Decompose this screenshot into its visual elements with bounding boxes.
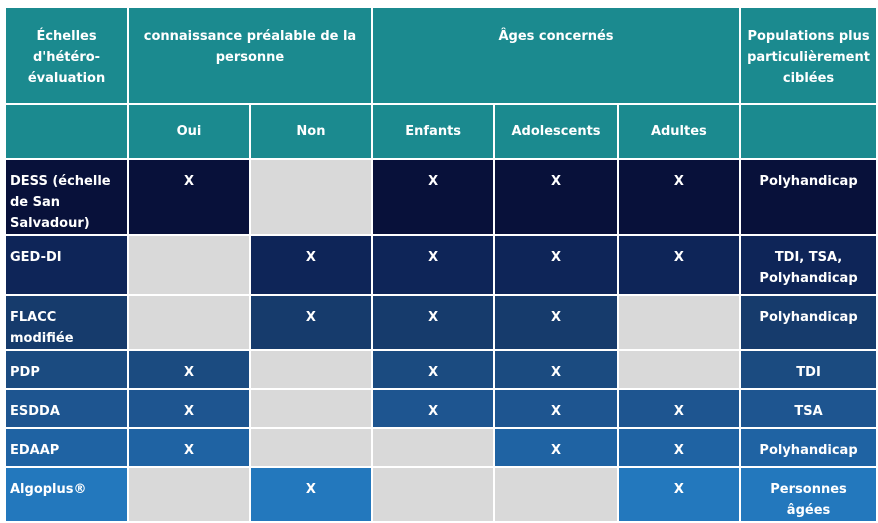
population-cell: TSA bbox=[739, 388, 878, 429]
header-empty-pop bbox=[739, 103, 878, 160]
scale-name-cell: DESS (échelle de San Salvadour) bbox=[3, 158, 130, 236]
cell-enfants: X bbox=[370, 294, 496, 351]
header-adolescents: Adolescents bbox=[493, 103, 619, 160]
table-row: FLACC modifiée X X X Polyhandicap bbox=[3, 294, 878, 351]
scale-name-cell: PDP bbox=[3, 349, 130, 390]
cell-oui: X bbox=[127, 388, 251, 429]
cell-adolescents: X bbox=[493, 158, 619, 236]
header-row-1: Échelles d'hétéro-évaluation connaissanc… bbox=[3, 6, 878, 105]
cell-enfants bbox=[370, 466, 496, 523]
header-adultes: Adultes bbox=[616, 103, 742, 160]
cell-adultes: X bbox=[616, 158, 742, 236]
cell-non bbox=[248, 388, 373, 429]
cell-oui: X bbox=[127, 427, 251, 468]
header-row-2: Oui Non Enfants Adolescents Adultes bbox=[3, 103, 878, 160]
cell-adultes: X bbox=[616, 427, 742, 468]
cell-adolescents bbox=[493, 466, 619, 523]
population-cell: Polyhandicap bbox=[739, 427, 878, 468]
population-cell: Personnes âgées bbox=[739, 466, 878, 523]
table-body: DESS (échelle de San Salvadour) X X X X Polyh… bbox=[3, 158, 878, 523]
cell-non bbox=[248, 427, 373, 468]
header-ages: Âges concernés bbox=[370, 6, 742, 105]
population-cell: TDI, TSA, Polyhandicap bbox=[739, 234, 878, 296]
cell-oui bbox=[127, 234, 251, 296]
cell-enfants: X bbox=[370, 158, 496, 236]
evaluation-scales-table-container: Échelles d'hétéro-évaluation connaissanc… bbox=[3, 6, 878, 523]
cell-enfants: X bbox=[370, 388, 496, 429]
cell-adolescents: X bbox=[493, 388, 619, 429]
cell-adultes bbox=[616, 294, 742, 351]
cell-adultes: X bbox=[616, 234, 742, 296]
cell-adolescents: X bbox=[493, 294, 619, 351]
table-row: ESDDA X X X X TSA bbox=[3, 388, 878, 429]
cell-enfants bbox=[370, 427, 496, 468]
population-cell: Polyhandicap bbox=[739, 158, 878, 236]
header-scale: Échelles d'hétéro-évaluation bbox=[3, 6, 130, 105]
header-populations: Populations plus particulièrement ciblée… bbox=[739, 6, 878, 105]
cell-non: X bbox=[248, 294, 373, 351]
cell-enfants: X bbox=[370, 349, 496, 390]
table-row: EDAAP X X X Polyhandicap bbox=[3, 427, 878, 468]
table-row: Algoplus® X X Personnes âgées bbox=[3, 466, 878, 523]
scale-name-cell: Algoplus® bbox=[3, 466, 130, 523]
table-row: GED-DI X X X X TDI, TSA, Polyhandicap bbox=[3, 234, 878, 296]
header-prior-knowledge: connaissance préalable de la personne bbox=[127, 6, 373, 105]
cell-oui bbox=[127, 466, 251, 523]
header-non: Non bbox=[248, 103, 373, 160]
cell-non bbox=[248, 158, 373, 236]
cell-adolescents: X bbox=[493, 427, 619, 468]
evaluation-scales-table: Échelles d'hétéro-évaluation connaissanc… bbox=[3, 6, 878, 523]
cell-oui: X bbox=[127, 349, 251, 390]
cell-adultes: X bbox=[616, 388, 742, 429]
population-cell: TDI bbox=[739, 349, 878, 390]
cell-non bbox=[248, 349, 373, 390]
header-empty bbox=[3, 103, 130, 160]
scale-name-cell: ESDDA bbox=[3, 388, 130, 429]
cell-adultes: X bbox=[616, 466, 742, 523]
header-oui: Oui bbox=[127, 103, 251, 160]
header-enfants: Enfants bbox=[370, 103, 496, 160]
scale-name-cell: EDAAP bbox=[3, 427, 130, 468]
table-row: DESS (échelle de San Salvadour) X X X X Polyh… bbox=[3, 158, 878, 236]
scale-name-cell: FLACC modifiée bbox=[3, 294, 130, 351]
cell-oui bbox=[127, 294, 251, 351]
cell-adolescents: X bbox=[493, 349, 619, 390]
population-cell: Polyhandicap bbox=[739, 294, 878, 351]
cell-non: X bbox=[248, 234, 373, 296]
scale-name-cell: GED-DI bbox=[3, 234, 130, 296]
cell-adolescents: X bbox=[493, 234, 619, 296]
cell-enfants: X bbox=[370, 234, 496, 296]
cell-adultes bbox=[616, 349, 742, 390]
table-row: PDP X X X TDI bbox=[3, 349, 878, 390]
cell-oui: X bbox=[127, 158, 251, 236]
cell-non: X bbox=[248, 466, 373, 523]
